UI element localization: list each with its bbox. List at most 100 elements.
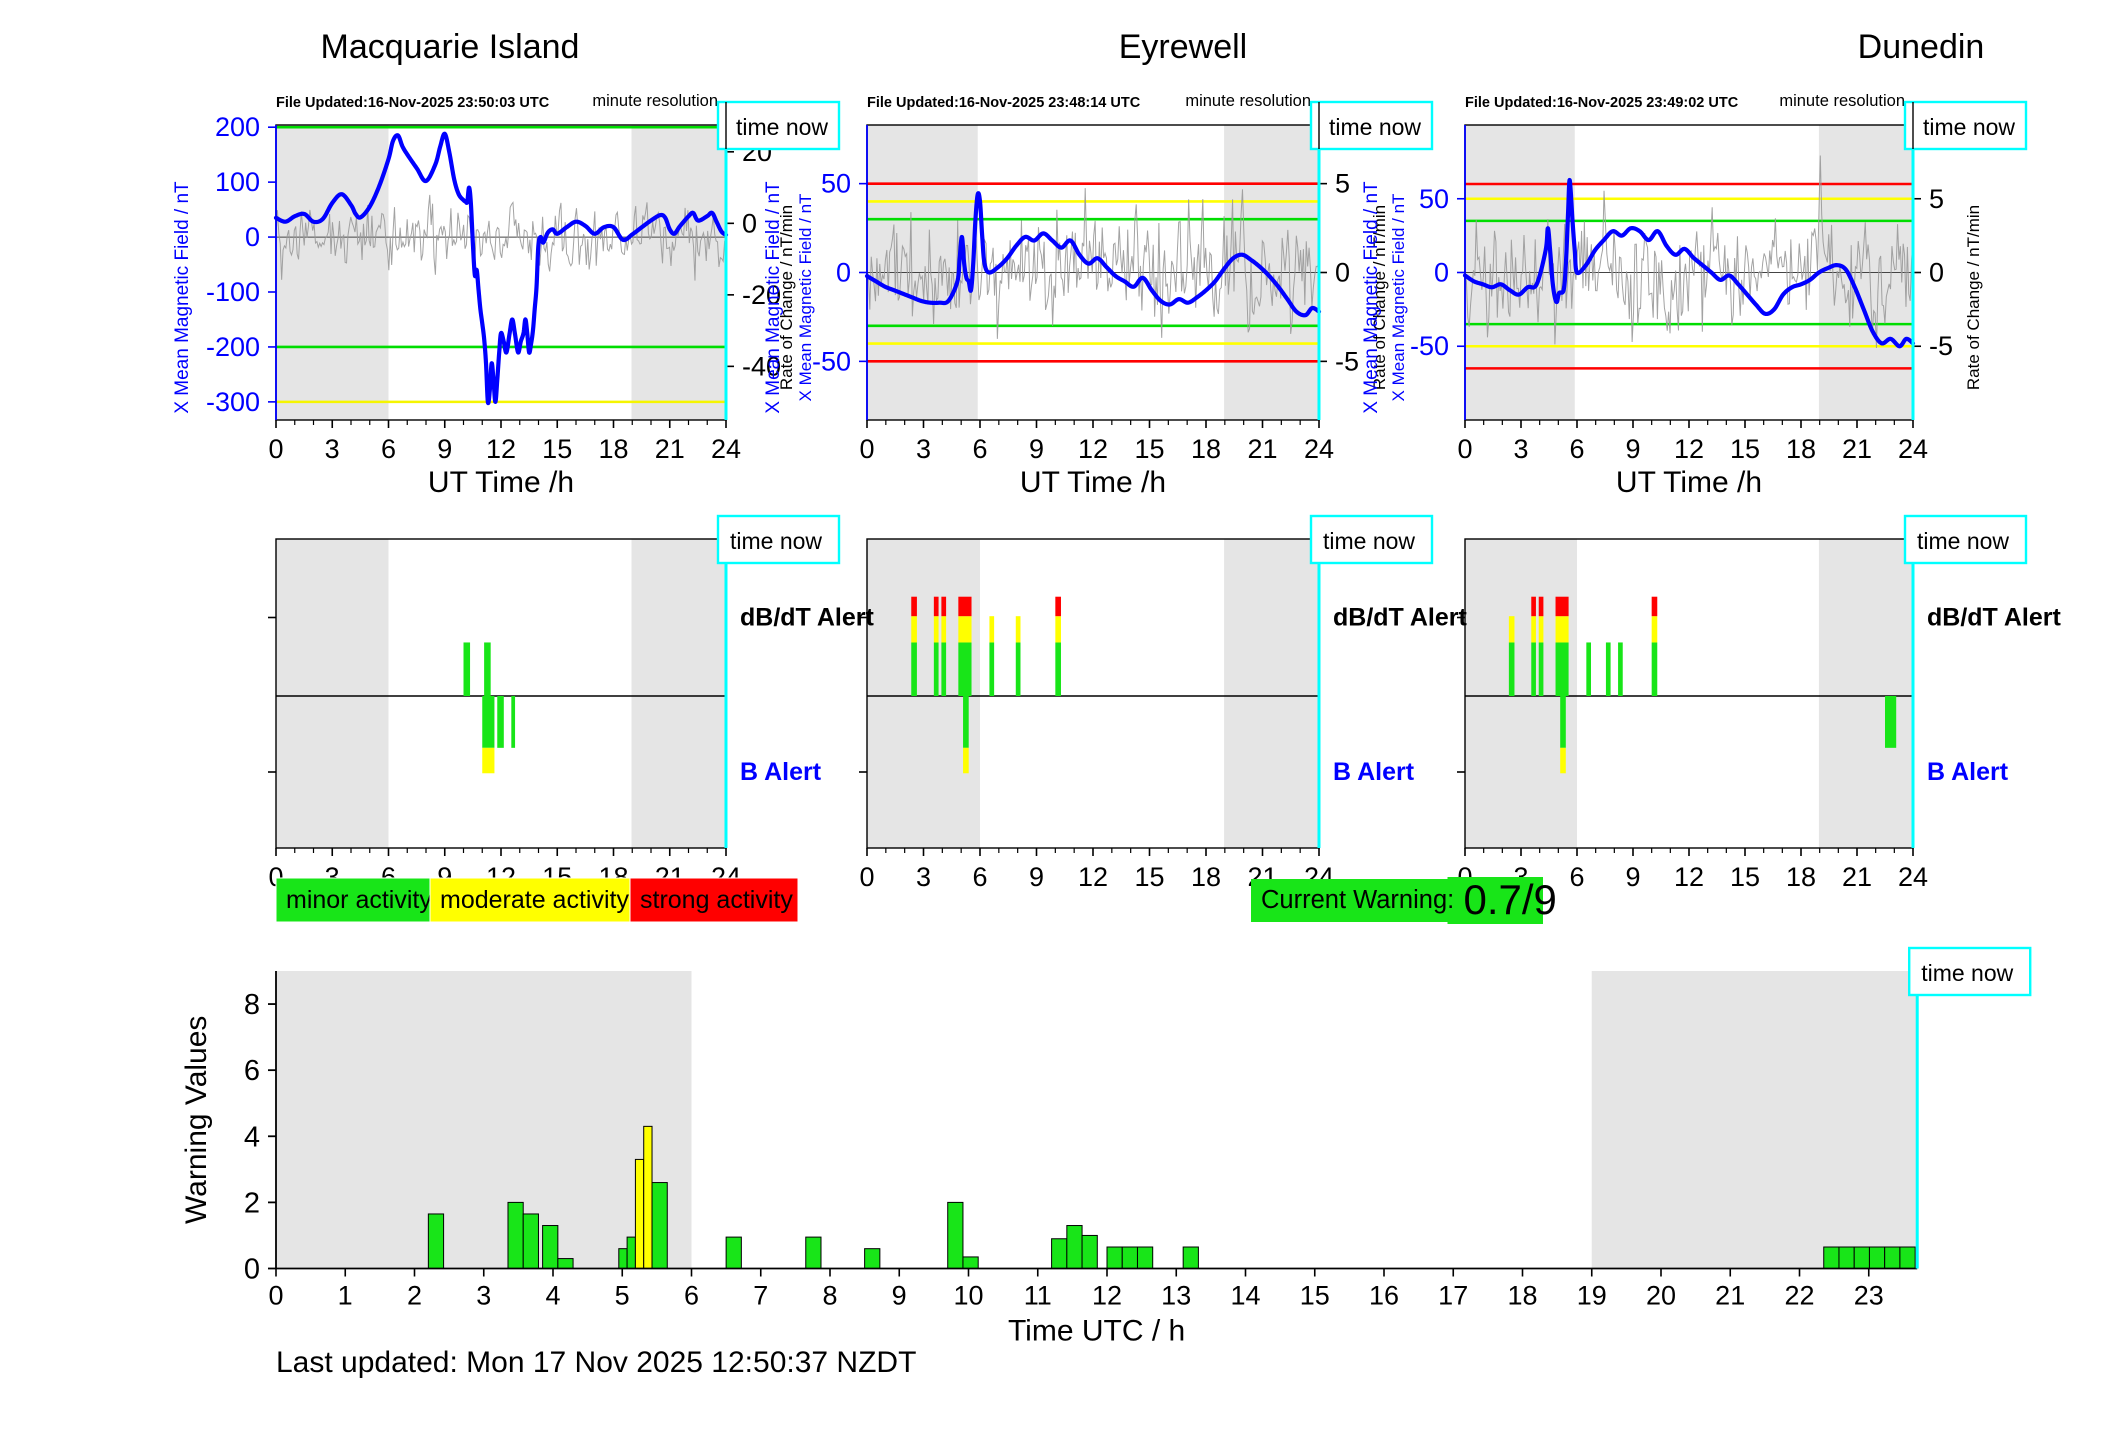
svg-text:2: 2	[407, 1281, 422, 1311]
svg-text:0: 0	[1929, 258, 1944, 288]
svg-text:Dunedin: Dunedin	[1858, 28, 1985, 66]
svg-text:X Mean Magnetic Field / nT: X Mean Magnetic Field / nT	[1361, 181, 1382, 414]
svg-text:0: 0	[1434, 258, 1449, 288]
svg-text:17: 17	[1438, 1281, 1468, 1311]
svg-text:0.7/9: 0.7/9	[1464, 876, 1557, 923]
svg-text:0: 0	[1335, 258, 1350, 288]
svg-text:-200: -200	[206, 332, 260, 362]
svg-text:time now: time now	[730, 528, 822, 554]
svg-text:5: 5	[1335, 169, 1350, 199]
svg-text:15: 15	[542, 434, 572, 464]
svg-text:time now: time now	[1917, 528, 2009, 554]
svg-text:6: 6	[1569, 434, 1584, 464]
svg-text:9: 9	[1029, 862, 1044, 892]
svg-text:6: 6	[1569, 862, 1584, 892]
svg-text:16: 16	[1369, 1281, 1399, 1311]
svg-text:18: 18	[1191, 434, 1221, 464]
svg-text:6: 6	[244, 1055, 260, 1087]
svg-text:File Updated:16-Nov-2025 23:48: File Updated:16-Nov-2025 23:48:14 UTC	[867, 95, 1141, 111]
svg-text:18: 18	[1191, 862, 1221, 892]
svg-text:15: 15	[1300, 1281, 1330, 1311]
svg-text:Last updated: Mon 17 Nov 2025: Last updated: Mon 17 Nov 2025 12:50:37 N…	[276, 1346, 916, 1379]
svg-text:4: 4	[545, 1281, 560, 1311]
svg-text:9: 9	[1625, 862, 1640, 892]
svg-text:0: 0	[1457, 434, 1472, 464]
svg-text:minute resolution: minute resolution	[1185, 92, 1311, 110]
svg-text:200: 200	[215, 112, 260, 142]
svg-text:Rate of Change / nT/min: Rate of Change / nT/min	[1964, 205, 1983, 390]
svg-text:Time UTC / h: Time UTC / h	[1008, 1315, 1185, 1348]
svg-text:time now: time now	[1329, 114, 1421, 140]
svg-text:10: 10	[953, 1281, 983, 1311]
svg-text:UT Time /h: UT Time /h	[428, 466, 574, 499]
svg-text:-5: -5	[1929, 331, 1953, 361]
svg-text:12: 12	[1078, 862, 1108, 892]
svg-text:12: 12	[1674, 434, 1704, 464]
svg-text:18: 18	[1786, 862, 1816, 892]
svg-text:0: 0	[244, 1254, 260, 1286]
svg-text:Macquarie Island: Macquarie Island	[321, 28, 580, 66]
svg-text:5: 5	[615, 1281, 630, 1311]
svg-text:9: 9	[1029, 434, 1044, 464]
svg-text:2: 2	[244, 1187, 260, 1219]
svg-text:0: 0	[742, 208, 757, 238]
svg-text:time now: time now	[1323, 528, 1415, 554]
svg-text:21: 21	[1842, 434, 1872, 464]
svg-text:12: 12	[486, 434, 516, 464]
svg-text:18: 18	[598, 434, 628, 464]
svg-text:23: 23	[1854, 1281, 1884, 1311]
svg-text:strong activity: strong activity	[640, 886, 793, 914]
svg-text:-5: -5	[1335, 346, 1359, 376]
svg-text:24: 24	[1898, 862, 1928, 892]
svg-text:-100: -100	[206, 277, 260, 307]
svg-text:6: 6	[381, 434, 396, 464]
svg-text:24: 24	[1304, 434, 1334, 464]
svg-text:9: 9	[1625, 434, 1640, 464]
svg-text:-300: -300	[206, 387, 260, 417]
svg-text:dB/dT Alert: dB/dT Alert	[740, 604, 874, 632]
svg-text:X Mean Magnetic Field / nT: X Mean Magnetic Field / nT	[1389, 194, 1408, 402]
svg-text:12: 12	[1078, 434, 1108, 464]
svg-text:B Alert: B Alert	[740, 758, 822, 786]
svg-text:time now: time now	[736, 114, 828, 140]
svg-text:24: 24	[1898, 434, 1928, 464]
svg-text:minute resolution: minute resolution	[592, 92, 718, 110]
svg-text:14: 14	[1230, 1281, 1260, 1311]
svg-text:-50: -50	[1410, 331, 1449, 361]
svg-text:3: 3	[325, 434, 340, 464]
svg-text:3: 3	[916, 862, 931, 892]
svg-text:12: 12	[1674, 862, 1704, 892]
svg-text:1: 1	[338, 1281, 353, 1311]
svg-text:Warning Values: Warning Values	[180, 1016, 213, 1224]
svg-text:18: 18	[1786, 434, 1816, 464]
svg-text:B Alert: B Alert	[1333, 758, 1415, 786]
svg-text:Eyrewell: Eyrewell	[1119, 28, 1247, 66]
svg-text:11: 11	[1024, 1281, 1052, 1311]
svg-text:9: 9	[892, 1281, 907, 1311]
svg-text:X Mean Magnetic Field / nT: X Mean Magnetic Field / nT	[763, 181, 784, 414]
svg-text:3: 3	[1513, 434, 1528, 464]
svg-text:minor activity: minor activity	[286, 886, 432, 914]
svg-text:15: 15	[1730, 434, 1760, 464]
svg-text:UT Time /h: UT Time /h	[1020, 466, 1166, 499]
svg-text:0: 0	[859, 862, 874, 892]
svg-text:X Mean Magnetic Field / nT: X Mean Magnetic Field / nT	[172, 181, 193, 414]
svg-text:15: 15	[1134, 862, 1164, 892]
svg-text:4: 4	[244, 1121, 260, 1153]
svg-text:minute resolution: minute resolution	[1779, 92, 1905, 110]
svg-text:3: 3	[476, 1281, 491, 1311]
svg-text:20: 20	[1646, 1281, 1676, 1311]
svg-text:8: 8	[822, 1281, 837, 1311]
svg-text:Current Warning:: Current Warning:	[1261, 886, 1454, 914]
svg-text:UT Time /h: UT Time /h	[1616, 466, 1762, 499]
svg-text:15: 15	[1730, 862, 1760, 892]
svg-text:File Updated:16-Nov-2025 23:50: File Updated:16-Nov-2025 23:50:03 UTC	[276, 95, 550, 111]
svg-text:8: 8	[244, 989, 260, 1021]
svg-text:21: 21	[1842, 862, 1872, 892]
svg-text:0: 0	[859, 434, 874, 464]
svg-text:15: 15	[1134, 434, 1164, 464]
svg-text:50: 50	[821, 169, 851, 199]
svg-text:100: 100	[215, 167, 260, 197]
svg-text:3: 3	[916, 434, 931, 464]
svg-text:time now: time now	[1923, 114, 2015, 140]
